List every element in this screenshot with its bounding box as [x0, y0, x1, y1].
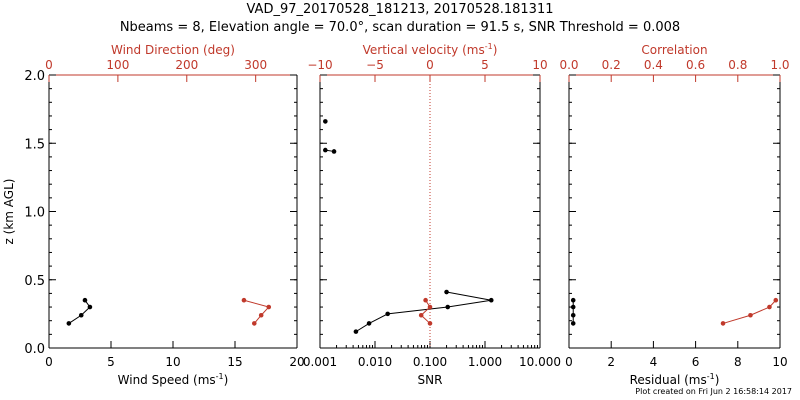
data-point — [445, 304, 451, 310]
data-point — [418, 312, 424, 318]
x-tick-label-top: 100 — [106, 58, 129, 72]
chart-subtitle: Nbeams = 8, Elevation angle = 70.0°, sca… — [119, 20, 681, 35]
x-tick-label-bottom: 10 — [165, 355, 180, 369]
data-point — [570, 312, 576, 318]
x-tick-label-bottom: 8 — [734, 355, 742, 369]
y-tick-label: 0.5 — [24, 274, 45, 289]
data-point — [488, 297, 494, 303]
x-tick-label-top: −5 — [366, 58, 384, 72]
data-point — [241, 297, 247, 303]
data-point — [366, 321, 372, 326]
y-tick-label: 0.0 — [24, 342, 45, 357]
x-tick-label-bottom: 0.010 — [358, 355, 392, 369]
data-point — [66, 321, 72, 326]
x-tick-label-bottom: 1.000 — [468, 355, 502, 369]
x-tick-label-bottom: 10 — [772, 355, 787, 369]
data-point — [385, 311, 390, 317]
x-tick-label-bottom: 0.001 — [303, 355, 337, 369]
x-axis-label-top: Wind Direction (deg) — [111, 43, 235, 57]
data-point — [767, 304, 772, 310]
y-axis-label: z (km AGL) — [2, 179, 16, 245]
x-tick-label-bottom: 0 — [565, 355, 573, 369]
x-axis-label-top: Correlation — [641, 43, 707, 57]
x-tick-label-top: 10 — [532, 58, 547, 72]
data-point — [720, 321, 726, 326]
chart-title: VAD_97_20170528_181213, 20170528.181311 — [246, 2, 554, 17]
data-point — [331, 149, 337, 154]
y-tick-label: 1.0 — [24, 206, 45, 221]
x-tick-label-top: 0 — [45, 58, 53, 72]
data-point — [423, 297, 428, 303]
data-point — [258, 312, 264, 318]
x-tick-label-bottom: 10.000 — [519, 355, 561, 369]
data-point — [427, 304, 433, 310]
data-point — [82, 297, 88, 303]
data-point — [78, 312, 84, 318]
x-tick-label-top: 0.0 — [559, 58, 578, 72]
data-point — [570, 304, 576, 310]
series-line — [420, 299, 431, 324]
x-axis-label-bottom: Residual (ms-1) — [630, 372, 720, 387]
x-tick-label-bottom: 2 — [607, 355, 615, 369]
data-point — [773, 297, 779, 303]
data-point — [570, 297, 576, 303]
data-point — [748, 312, 753, 318]
x-tick-label-top: 0.4 — [644, 58, 663, 72]
data-point — [427, 321, 433, 326]
data-point — [266, 304, 272, 310]
x-tick-label-top: 5 — [481, 58, 489, 72]
x-tick-label-top: 0.6 — [686, 58, 705, 72]
x-tick-label-bottom: 6 — [692, 355, 700, 369]
y-tick-label: 2.0 — [24, 69, 45, 84]
plot-created-note: Plot created on Fri Jun 2 16:58:14 2017 — [635, 387, 792, 396]
x-tick-label-bottom: 20 — [289, 355, 304, 369]
x-tick-label-top: 0.8 — [728, 58, 747, 72]
x-axis-label-bottom: Wind Speed (ms-1) — [118, 372, 229, 387]
data-point — [323, 147, 328, 153]
x-axis-label-top: Vertical velocity (ms-1) — [363, 42, 498, 57]
data-point — [87, 304, 93, 310]
x-tick-label-bottom: 0 — [45, 355, 53, 369]
data-point — [570, 321, 576, 326]
x-tick-label-bottom: 15 — [227, 355, 242, 369]
x-tick-label-top: 0.2 — [602, 58, 621, 72]
series-line — [68, 299, 91, 324]
x-tick-label-top: 1.0 — [770, 58, 789, 72]
x-tick-label-bottom: 5 — [107, 355, 115, 369]
x-tick-label-bottom: 0.100 — [413, 355, 447, 369]
x-tick-label-top: 300 — [244, 58, 267, 72]
series-line — [722, 299, 777, 324]
x-tick-label-top: −10 — [307, 58, 332, 72]
x-tick-label-top: 200 — [175, 58, 198, 72]
x-tick-label-bottom: 4 — [650, 355, 658, 369]
data-point — [323, 119, 328, 124]
x-tick-label-top: 0 — [426, 58, 434, 72]
data-point — [444, 289, 449, 295]
data-point — [353, 329, 359, 334]
data-point — [251, 321, 257, 326]
x-axis-label-bottom: SNR — [418, 373, 443, 387]
y-tick-label: 1.5 — [24, 137, 45, 152]
series-line — [243, 299, 270, 324]
series-line — [355, 291, 492, 333]
